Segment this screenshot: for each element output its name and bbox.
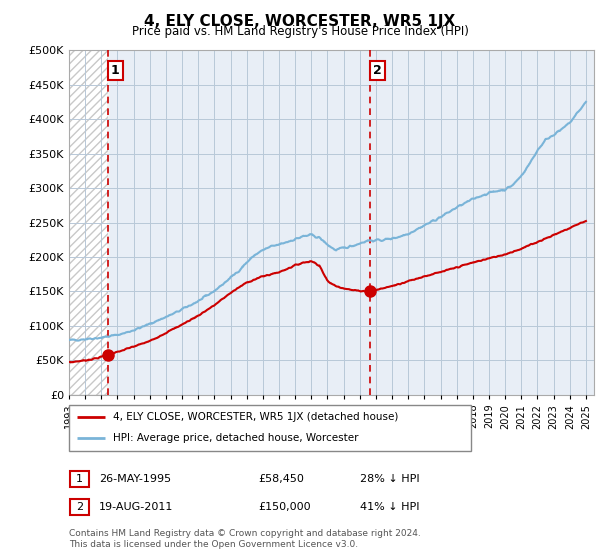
Text: £150,000: £150,000 bbox=[258, 502, 311, 512]
Text: 41% ↓ HPI: 41% ↓ HPI bbox=[360, 502, 419, 512]
Text: £58,450: £58,450 bbox=[258, 474, 304, 484]
Text: 2: 2 bbox=[76, 502, 83, 512]
Text: 1: 1 bbox=[111, 64, 120, 77]
Text: 28% ↓ HPI: 28% ↓ HPI bbox=[360, 474, 419, 484]
Text: 19-AUG-2011: 19-AUG-2011 bbox=[99, 502, 173, 512]
Polygon shape bbox=[69, 50, 108, 395]
Text: Price paid vs. HM Land Registry's House Price Index (HPI): Price paid vs. HM Land Registry's House … bbox=[131, 25, 469, 38]
Text: Contains HM Land Registry data © Crown copyright and database right 2024.
This d: Contains HM Land Registry data © Crown c… bbox=[69, 529, 421, 549]
Text: 4, ELY CLOSE, WORCESTER, WR5 1JX (detached house): 4, ELY CLOSE, WORCESTER, WR5 1JX (detach… bbox=[113, 412, 398, 422]
Text: 4, ELY CLOSE, WORCESTER, WR5 1JX: 4, ELY CLOSE, WORCESTER, WR5 1JX bbox=[145, 14, 455, 29]
Text: 2: 2 bbox=[373, 64, 382, 77]
Text: HPI: Average price, detached house, Worcester: HPI: Average price, detached house, Worc… bbox=[113, 433, 359, 444]
Text: 1: 1 bbox=[76, 474, 83, 484]
Text: 26-MAY-1995: 26-MAY-1995 bbox=[99, 474, 171, 484]
